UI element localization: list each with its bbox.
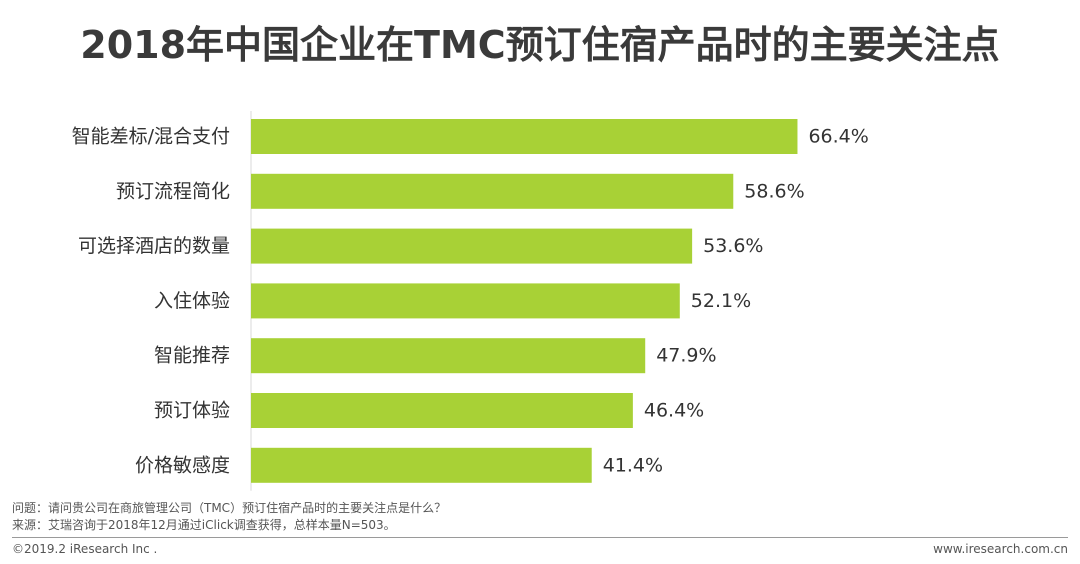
bar-chart: 智能差标/混合支付 66.4% 预订流程简化 58.6% 可选择酒店的数量 53.6% 入住… [72, 111, 869, 491]
bar [251, 393, 633, 428]
bar [251, 173, 734, 209]
chart-title: 2018年中国企业在TMC预订住宿产品时的主要关注点 [80, 23, 1000, 67]
bar [251, 283, 680, 319]
category-label: 智能推荐 [154, 345, 230, 367]
category-label: 价格敏感度 [135, 454, 230, 476]
bar [251, 447, 592, 483]
value-label: 66.4% [808, 126, 868, 148]
category-label: 预订体验 [154, 400, 230, 422]
footer-divider [12, 537, 1068, 538]
data-source: 来源：艾瑞咨询于2018年12月通过iClick调查获得，总样本量N=503。 [12, 518, 396, 532]
value-label: 47.9% [656, 345, 716, 367]
copyright-text: ©2019.2 iResearch Inc . [12, 542, 158, 556]
bar [251, 338, 646, 374]
value-label: 46.4% [644, 400, 704, 422]
category-label: 智能差标/混合支付 [72, 126, 230, 148]
value-label: 58.6% [744, 180, 804, 202]
footnotes: 问题：请问贵公司在商旅管理公司（TMC）预订住宿产品时的主要关注点是什么？ 来源… [12, 500, 446, 534]
category-label: 可选择酒店的数量 [78, 235, 230, 257]
website-link[interactable]: www.iresearch.com.cn [933, 542, 1068, 556]
survey-question: 问题：请问贵公司在商旅管理公司（TMC）预订住宿产品时的主要关注点是什么？ [12, 501, 447, 515]
value-label: 52.1% [691, 290, 751, 312]
value-label: 41.4% [603, 454, 663, 476]
bar [251, 228, 693, 264]
value-label: 53.6% [703, 235, 763, 257]
category-label: 入住体验 [154, 290, 230, 312]
bar [251, 119, 798, 154]
category-label: 预订流程简化 [116, 180, 230, 202]
